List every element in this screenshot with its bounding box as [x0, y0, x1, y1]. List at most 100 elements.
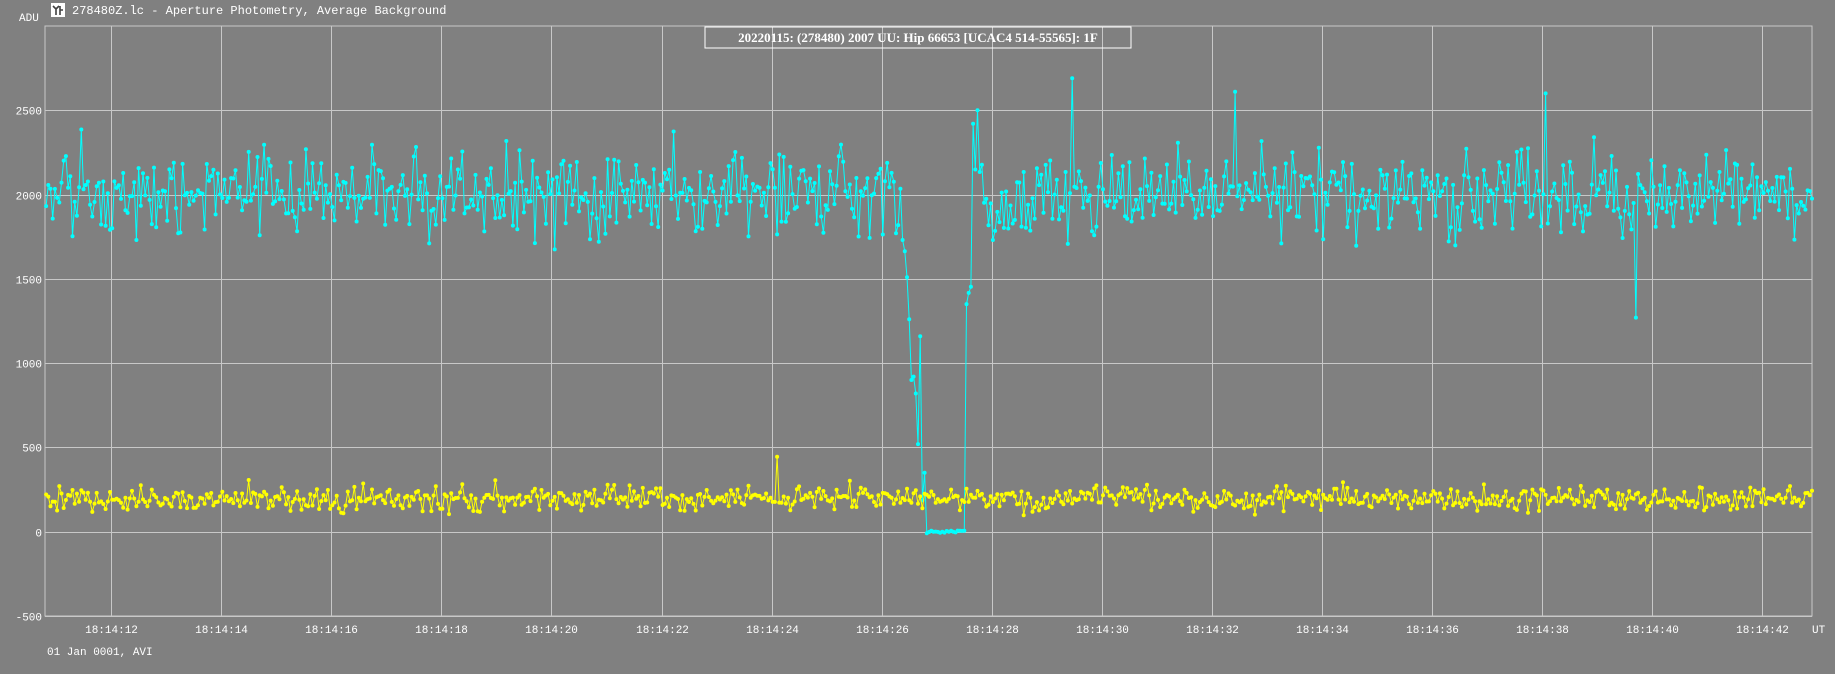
data-point: [453, 193, 458, 198]
data-point: [1327, 494, 1332, 498]
data-point: [361, 481, 366, 486]
data-point: [1230, 184, 1235, 189]
data-point: [975, 488, 980, 493]
data-point: [1481, 482, 1486, 487]
data-point: [858, 485, 863, 490]
data-point: [1193, 498, 1198, 503]
data-point: [1054, 489, 1059, 494]
data-point: [398, 182, 403, 187]
data-point: [1345, 485, 1350, 490]
data-point: [288, 508, 293, 513]
data-point: [101, 502, 106, 506]
data-point: [812, 505, 817, 510]
data-point: [993, 228, 998, 233]
data-point: [1182, 487, 1187, 492]
data-point: [1717, 170, 1722, 174]
data-point: [363, 195, 368, 200]
data-point: [1142, 156, 1147, 161]
data-point: [574, 160, 579, 164]
data-point: [739, 155, 744, 160]
y-axis-label: ADU: [19, 13, 39, 25]
data-point: [436, 196, 440, 201]
data-point: [1213, 184, 1218, 189]
data-point: [477, 509, 482, 514]
data-point: [1413, 196, 1418, 201]
data-point: [1715, 497, 1720, 502]
data-point: [1241, 506, 1246, 511]
data-point: [1266, 193, 1271, 198]
data-point: [350, 165, 355, 170]
data-point: [1061, 502, 1066, 507]
data-point: [1605, 204, 1610, 209]
data-point: [543, 221, 548, 226]
data-point: [1233, 89, 1238, 94]
data-point: [290, 500, 295, 504]
data-point: [169, 176, 174, 181]
data-point: [621, 188, 625, 193]
data-point: [735, 487, 740, 492]
data-point: [116, 183, 121, 188]
data-point: [834, 183, 839, 188]
data-point: [990, 238, 995, 242]
data-point: [982, 200, 987, 205]
data-point: [1803, 207, 1808, 212]
data-point: [138, 483, 143, 488]
data-point: [1794, 203, 1799, 208]
data-point: [189, 495, 194, 500]
data-point: [1686, 503, 1691, 508]
data-point: [590, 501, 595, 506]
data-point: [491, 496, 496, 501]
data-point: [517, 148, 522, 153]
data-point: [1081, 205, 1086, 210]
data-point: [191, 198, 196, 203]
data-point: [640, 177, 645, 182]
data-point: [554, 175, 559, 180]
data-point: [222, 177, 227, 182]
data-point: [519, 179, 524, 184]
data-point: [1415, 210, 1420, 215]
data-point: [1548, 204, 1552, 209]
data-point: [378, 493, 383, 498]
data-point: [1559, 230, 1563, 235]
data-point: [1627, 212, 1632, 217]
data-point: [1777, 208, 1781, 213]
data-point: [55, 508, 60, 513]
data-point: [455, 167, 460, 172]
data-point: [654, 486, 658, 491]
data-point: [1462, 496, 1467, 501]
data-point: [559, 162, 564, 167]
x-tick-label: 18:14:14: [195, 625, 248, 637]
data-point: [420, 509, 425, 514]
data-point: [931, 493, 936, 497]
data-point: [1325, 497, 1330, 502]
data-point: [1299, 495, 1304, 500]
data-point: [480, 194, 485, 199]
data-point: [1801, 203, 1806, 208]
data-point: [1147, 198, 1152, 203]
data-point: [1316, 488, 1321, 493]
data-point: [565, 497, 570, 502]
data-point: [504, 139, 509, 143]
app-icon[interactable]: [50, 2, 66, 18]
data-point: [803, 179, 808, 184]
data-point: [1385, 488, 1389, 493]
data-point: [1162, 201, 1167, 206]
data-point: [1411, 200, 1416, 205]
data-point: [1807, 493, 1812, 498]
data-point: [1404, 196, 1409, 201]
data-point: [499, 495, 504, 500]
data-point: [594, 216, 599, 221]
data-point: [495, 493, 500, 498]
data-point: [1259, 139, 1264, 144]
data-point: [1347, 500, 1352, 505]
data-point: [447, 184, 451, 189]
data-point: [339, 198, 344, 203]
data-point: [79, 127, 84, 132]
data-point: [1506, 163, 1511, 168]
data-point: [1517, 182, 1522, 187]
data-point: [343, 503, 348, 508]
data-point: [724, 492, 729, 497]
data-point: [119, 196, 123, 201]
y-tick-label: -500: [16, 613, 42, 625]
data-point: [1120, 485, 1125, 490]
